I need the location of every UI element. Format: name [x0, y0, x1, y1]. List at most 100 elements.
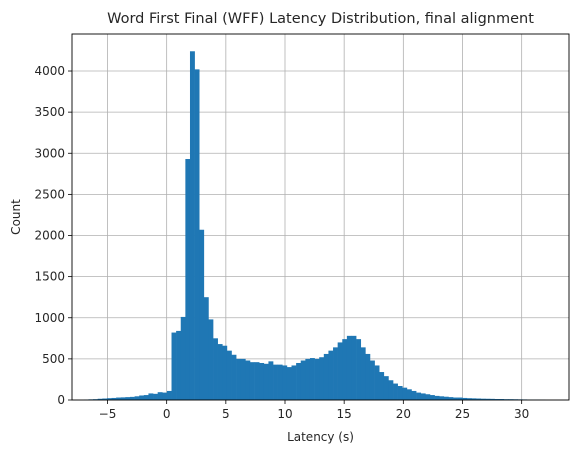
- histogram-bar: [282, 365, 288, 400]
- grid-lines: [72, 34, 569, 401]
- histogram-bar: [356, 339, 362, 400]
- y-tick-label: 1500: [34, 270, 65, 284]
- histogram-bar: [231, 354, 237, 400]
- histogram-bar: [425, 394, 431, 400]
- x-tick-label: 0: [163, 407, 171, 421]
- histogram-bar: [213, 338, 218, 400]
- x-tick-label: 10: [277, 407, 292, 421]
- histogram-bar: [323, 353, 329, 400]
- histogram-bar: [300, 360, 306, 400]
- histogram-bar: [166, 390, 172, 400]
- histogram-bar: [268, 361, 274, 400]
- y-tick-label: 1000: [34, 311, 65, 325]
- histogram-bar: [129, 396, 135, 400]
- chart-title: Word First Final (WFF) Latency Distribut…: [107, 11, 534, 27]
- histogram-bar: [489, 398, 495, 400]
- y-axis-label: Count: [9, 199, 23, 235]
- y-tick-label: 500: [42, 352, 65, 366]
- histogram-bar: [466, 398, 472, 400]
- histogram-bar: [236, 358, 242, 400]
- histogram-bar: [273, 364, 278, 400]
- histogram-bar: [194, 69, 200, 400]
- histogram-bar: [448, 397, 454, 400]
- histogram-bar: [346, 335, 352, 400]
- histogram-bar: [402, 387, 408, 400]
- plot-frame: [71, 33, 570, 401]
- histogram-bar: [102, 398, 108, 400]
- histogram-bar: [453, 397, 458, 400]
- x-tick-label: 30: [514, 407, 529, 421]
- histogram-bar: [416, 392, 422, 400]
- x-axis-ticks: −5 0 5 10 15 20 25 30: [99, 400, 529, 421]
- histogram-bar: [328, 350, 334, 400]
- histogram-bar: [125, 397, 131, 400]
- y-axis-ticks: 0 500 1000 1500 2000 2500 3000 3500 4000: [34, 64, 72, 407]
- y-tick-label: 3000: [34, 146, 65, 160]
- histogram-bar: [134, 396, 140, 400]
- histogram-bar: [217, 344, 223, 400]
- histogram-bar: [120, 397, 126, 400]
- histogram-bar: [374, 365, 380, 400]
- x-tick-label: 5: [222, 407, 230, 421]
- histogram-bar: [406, 389, 412, 400]
- histogram-bar: [153, 393, 158, 400]
- histogram-bar: [222, 345, 228, 400]
- histogram-bar: [157, 392, 163, 400]
- histogram-bar: [393, 383, 398, 400]
- histogram-bar: [286, 367, 292, 400]
- histogram-bar: [259, 362, 265, 400]
- histogram-bar: [383, 376, 389, 400]
- y-tick-label: 2000: [34, 229, 65, 243]
- histogram-bar: [97, 398, 103, 400]
- histogram-bar: [171, 332, 177, 400]
- x-tick-label: 15: [337, 407, 352, 421]
- histogram-bar: [143, 395, 149, 400]
- histogram-bar: [476, 398, 482, 400]
- histogram-bar: [369, 360, 375, 400]
- histogram-bar: [111, 397, 117, 400]
- histogram-bar: [457, 397, 463, 400]
- histogram-bar: [411, 390, 417, 400]
- histogram-bar: [254, 362, 260, 400]
- histogram-bars: [83, 51, 546, 400]
- histogram-bar: [365, 353, 371, 400]
- histogram-bar: [480, 398, 486, 400]
- histogram-bar: [189, 51, 195, 400]
- histogram-bar: [116, 397, 122, 400]
- histogram-bar: [245, 360, 251, 400]
- x-tick-label: 20: [396, 407, 411, 421]
- histogram-bar: [333, 347, 338, 400]
- histogram-bar: [429, 395, 435, 400]
- histogram-bar: [309, 358, 315, 400]
- histogram-bar: [434, 395, 440, 400]
- histogram-bar: [499, 399, 505, 400]
- histogram-bar: [106, 398, 112, 400]
- histogram-bar: [420, 393, 426, 400]
- histogram-bar: [360, 347, 366, 400]
- x-tick-label: 25: [455, 407, 470, 421]
- histogram-bar: [485, 398, 491, 400]
- histogram-bar: [462, 397, 468, 400]
- histogram-bar: [439, 396, 445, 400]
- x-tick-label: −5: [99, 407, 117, 421]
- histogram-bar: [296, 362, 302, 400]
- histogram-bar: [319, 357, 325, 400]
- histogram-bar: [226, 350, 232, 400]
- histogram-bar: [180, 316, 186, 400]
- histogram-bar: [494, 399, 500, 400]
- histogram-bar: [305, 358, 311, 400]
- x-axis-label: Latency (s): [287, 430, 354, 444]
- histogram-bar: [291, 365, 297, 400]
- histogram-bar: [342, 339, 348, 400]
- histogram-bar: [185, 159, 191, 400]
- histogram-bar: [263, 363, 269, 400]
- y-tick-label: 2500: [34, 187, 65, 201]
- histogram-bar: [249, 362, 255, 400]
- histogram-bar: [351, 335, 357, 400]
- histogram-bar: [397, 386, 403, 400]
- histogram-bar: [208, 319, 214, 400]
- y-tick-label: 0: [57, 393, 65, 407]
- histogram-bar: [277, 364, 283, 400]
- histogram-bar: [337, 342, 343, 400]
